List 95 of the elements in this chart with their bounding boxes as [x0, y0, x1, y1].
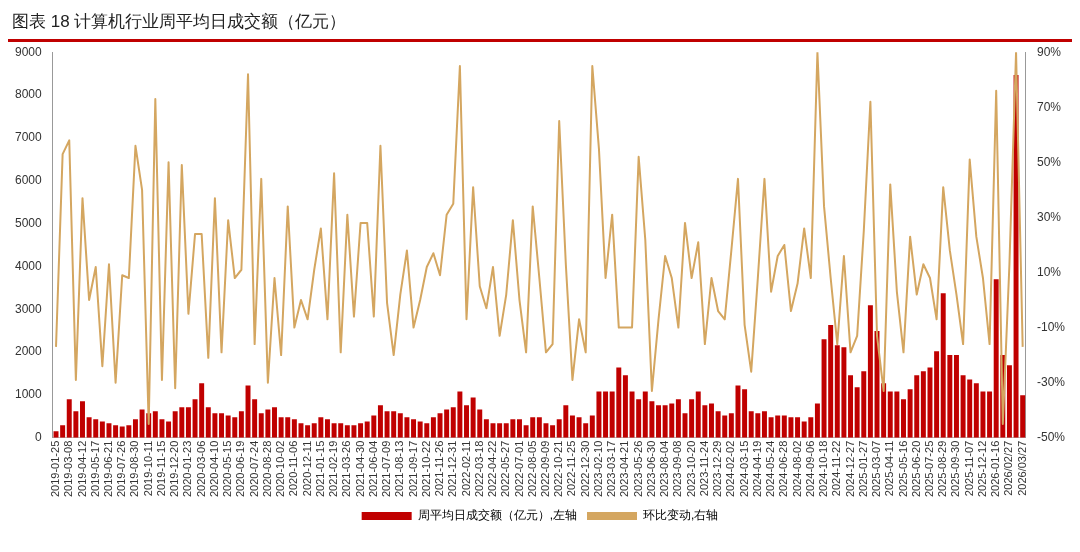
x-tick-label: 2024-02-02 — [724, 440, 737, 498]
x-tick-label: 2024-11-22 — [830, 440, 843, 497]
y-tick-label: 3000 — [14, 301, 43, 316]
x-tick-label: 2019-07-26 — [115, 440, 128, 498]
x-tick-label: 2024-10-18 — [817, 440, 830, 498]
x-tick-label: 2021-08-13 — [393, 440, 406, 498]
x-tick-label: 2020-01-23 — [181, 440, 194, 498]
x-tick-label: 2024-08-02 — [790, 440, 803, 498]
x-tick-label: 2020-08-28 — [260, 440, 273, 498]
x-tick-label: 2026/03/27 — [1015, 440, 1028, 496]
x-tick-label: 2024-12-27 — [843, 440, 856, 498]
x-tick-label: 2022-09-09 — [538, 440, 551, 498]
x-tick-label: 2026/02/27 — [1002, 440, 1015, 496]
x-tick-label: 2019-11-15 — [154, 440, 167, 497]
x-tick-label: 2022-10-21 — [552, 440, 565, 498]
x-tick-label: 2021-06-04 — [366, 440, 379, 498]
x-tick-label: 2021-03-26 — [340, 440, 353, 498]
x-tick-label: 2019-01-25 — [49, 440, 62, 498]
y2-tick-label: -30% — [1036, 374, 1066, 389]
legend-label: 周平均日成交额（亿元）,左轴 — [417, 508, 578, 523]
y-tick-label: 7000 — [14, 130, 43, 145]
x-tick-label: 2025-03-07 — [870, 440, 883, 498]
y2-tick-label: 70% — [1036, 99, 1062, 114]
y2-tick-label: -50% — [1036, 430, 1066, 445]
x-tick-label: 2021-02-19 — [327, 440, 340, 498]
y2-tick-label: 90% — [1036, 44, 1062, 59]
y-tick-label: 4000 — [14, 258, 43, 273]
x-tick-label: 2023-08-04 — [658, 440, 671, 498]
x-tick-label: 2022-02-11 — [459, 440, 472, 497]
y-tick-label: 9000 — [14, 44, 43, 59]
x-tick-label: 2023-03-17 — [605, 440, 618, 498]
x-tick-label: 2024-06-28 — [777, 440, 790, 498]
x-tick-label: 2025-07-25 — [923, 440, 936, 498]
y-tick-label: 5000 — [14, 215, 43, 230]
y-tick-label: 6000 — [14, 173, 43, 188]
x-tick-label: 2023-02-10 — [591, 440, 604, 498]
x-tick-label: 2020-12-11 — [300, 440, 313, 497]
x-tick-label: 2023-04-21 — [618, 440, 631, 498]
x-tick-label: 2020-05-15 — [221, 440, 234, 498]
y2-tick-label: 50% — [1036, 154, 1062, 169]
x-tick-label: 2021-04-30 — [353, 440, 366, 498]
x-tick-label: 2022-05-27 — [499, 440, 512, 498]
x-tick-label: 2024-05-24 — [764, 440, 777, 498]
x-tick-label: 2023-10-20 — [684, 440, 697, 498]
x-tick-label: 2025-09-30 — [949, 440, 962, 498]
x-tick-label: 2019-10-11 — [141, 440, 154, 497]
x-tick-label: 2023-05-26 — [631, 440, 644, 498]
x-tick-label: 2021-01-15 — [313, 440, 326, 498]
x-tick-label: 2024-03-15 — [737, 440, 750, 498]
x-tick-label: 2019-04-12 — [75, 440, 88, 498]
y2-tick-label: -10% — [1036, 319, 1066, 334]
x-tick-label: 2023-09-08 — [671, 440, 684, 498]
legend-label: 环比变动,右轴 — [643, 508, 719, 523]
x-tick-label: 2023-11-24 — [697, 440, 710, 497]
x-tick-label: 2022-08-05 — [525, 440, 538, 498]
x-tick-label: 2019-06-21 — [102, 440, 115, 498]
x-tick-label: 2021-12-31 — [446, 440, 459, 498]
x-tick-label: 2024-04-19 — [750, 440, 763, 498]
y-tick-label: 0 — [35, 430, 43, 445]
x-tick-label: 2025-01-27 — [856, 440, 869, 498]
x-tick-label: 2021-10-22 — [419, 440, 432, 498]
x-tick-label: 2025-05-16 — [896, 440, 909, 498]
x-tick-label: 2020-07-24 — [247, 440, 260, 498]
x-tick-label: 2022-12-30 — [578, 440, 591, 498]
x-tick-label: 2025-04-11 — [883, 440, 896, 497]
y2-tick-label: 30% — [1036, 209, 1062, 224]
x-tick-label: 2022-07-01 — [512, 440, 525, 498]
y-tick-label: 8000 — [14, 87, 43, 102]
x-tick-label: 2021-09-17 — [406, 440, 419, 498]
x-tick-label: 2024-09-06 — [803, 440, 816, 498]
x-tick-label: 2023-06-30 — [644, 440, 657, 498]
x-tick-label: 2025-06-20 — [909, 440, 922, 498]
x-tick-label: 2020-11-06 — [287, 440, 300, 497]
x-tick-label: 2020-06-19 — [234, 440, 247, 498]
x-tick-label: 2025-11-07 — [962, 440, 975, 497]
x-tick-label: 2021-07-09 — [380, 440, 393, 498]
x-tick-label: 2025-12-12 — [975, 440, 988, 498]
chart-title: 图表 18 计算机行业周平均日成交额（亿元） — [8, 8, 1072, 42]
x-tick-label: 2020-04-10 — [207, 440, 220, 498]
y-tick-label: 2000 — [14, 344, 43, 359]
x-tick-label: 2023-12-29 — [711, 440, 724, 498]
y2-tick-label: 10% — [1036, 264, 1062, 279]
y-tick-label: 1000 — [14, 387, 43, 402]
x-tick-label: 2019-12-20 — [168, 440, 181, 498]
x-tick-label: 2020-10-02 — [274, 440, 287, 498]
x-tick-label: 2021-11-26 — [433, 440, 446, 497]
x-tick-label: 2025-08-29 — [936, 440, 949, 498]
x-tick-label: 2019-08-30 — [128, 440, 141, 498]
x-tick-label: 2026-01-16 — [989, 440, 1002, 498]
x-tick-label: 2019-05-17 — [88, 440, 101, 498]
x-tick-label: 2022-11-25 — [565, 440, 578, 497]
x-tick-label: 2022-04-22 — [486, 440, 499, 498]
x-tick-label: 2022-03-18 — [472, 440, 485, 498]
x-tick-label: 2019-03-08 — [62, 440, 75, 498]
x-tick-label: 2020-03-06 — [194, 440, 207, 498]
